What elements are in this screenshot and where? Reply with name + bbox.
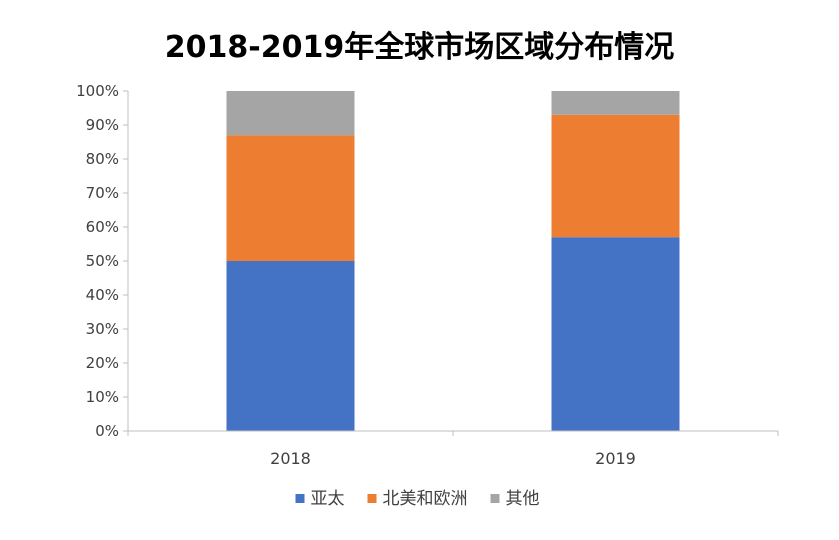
x-tick-label: 2018: [270, 449, 311, 468]
bar-segment: [551, 114, 680, 238]
y-tick-label: 50%: [86, 252, 119, 270]
y-axis: 0% 10% 20% 30% 40% 50% 60% 70% 80% 90% 100%: [76, 82, 129, 440]
legend-label: 亚太: [311, 489, 345, 509]
y-tick-label: 60%: [86, 218, 119, 236]
x-axis: 2018 2019: [127, 430, 779, 468]
x-tick-label: 2019: [595, 449, 636, 468]
bar-segment: [226, 91, 355, 136]
legend-swatch: [490, 494, 500, 503]
y-tick-label: 90%: [86, 116, 119, 134]
legend-label: 北美和欧洲: [383, 489, 468, 509]
bar-segment: [551, 91, 680, 115]
bars: [226, 91, 680, 431]
y-tick-label: 0%: [95, 422, 119, 440]
y-tick-label: 80%: [86, 150, 119, 168]
y-tick-label: 40%: [86, 286, 119, 304]
legend-swatch: [367, 494, 377, 503]
bar-segment: [226, 261, 355, 431]
y-tick-label: 100%: [76, 82, 119, 100]
y-tick-label: 30%: [86, 320, 119, 338]
y-tick-label: 70%: [86, 184, 119, 202]
legend: 亚太 北美和欧洲 其他: [295, 489, 540, 509]
y-tick-label: 20%: [86, 354, 119, 372]
legend-label: 其他: [506, 489, 540, 509]
bar-segment: [551, 237, 680, 431]
chart-title: 2018-2019年全球市场区域分布情况: [164, 30, 675, 65]
bar-segment: [226, 135, 355, 261]
legend-swatch: [295, 494, 305, 503]
y-tick-label: 10%: [86, 388, 119, 406]
